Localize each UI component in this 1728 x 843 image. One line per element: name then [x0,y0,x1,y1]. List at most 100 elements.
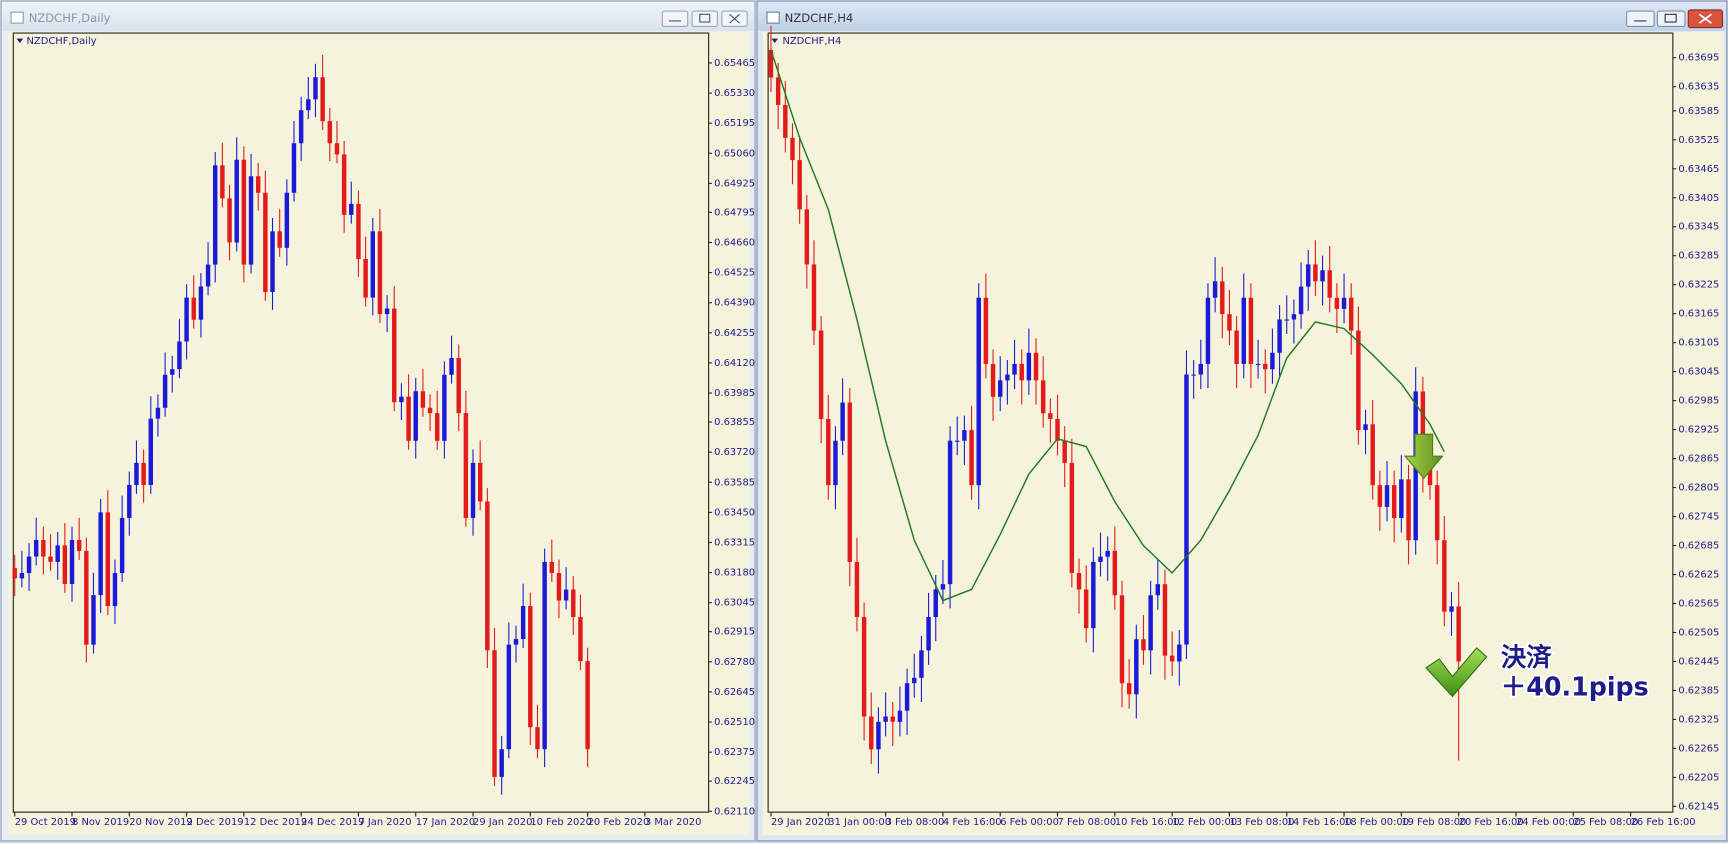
candle-body [198,286,204,320]
candle-body [847,402,853,562]
candle-body [76,540,82,551]
candle-body [1148,595,1153,651]
candle-body [1134,639,1139,695]
window-buttons[interactable] [661,10,748,27]
candle-body [270,231,275,293]
candle-body [1449,606,1454,612]
y-tick-label: 0.62205 [1678,772,1719,783]
y-tick-label: 0.62325 [1678,714,1719,725]
y-tick-label: 0.64925 [714,178,755,189]
candle-body [1255,363,1261,366]
candle-body [177,341,182,370]
x-tick-label: 8 Nov 2019 [72,817,129,828]
candle-body [578,616,583,662]
candle-body [1270,352,1275,370]
candle-body [141,462,146,485]
candle-body [1284,319,1289,321]
candle-body [492,650,497,777]
candle-body [775,77,781,106]
candle-body [284,192,290,248]
candle-body [1033,352,1039,381]
candle-body [12,568,17,579]
y-tick-label: 0.63405 [1678,193,1719,204]
x-tick-label: 18 Feb 00:00 [1344,817,1409,828]
candle-body [1391,485,1397,518]
candle-body [1377,485,1383,507]
y-tick-label: 0.62445 [1678,656,1719,667]
candle-body [349,203,354,215]
candle-body [542,561,547,750]
x-tick-label: 13 Feb 08:00 [1229,817,1294,828]
candle-body [1098,556,1103,562]
label-marker [771,38,779,43]
candle-body [1119,595,1125,684]
candle-body [449,358,454,375]
candle-body [1370,424,1375,486]
candle-body [1406,479,1411,541]
candle-body [955,440,960,442]
label-marker [16,38,24,43]
candle-body [184,297,189,342]
candle-body [1363,424,1368,431]
candle-body [1298,286,1304,315]
candle-body [370,231,375,298]
candle-body [528,606,533,728]
y-tick-label: 0.64660 [714,237,755,248]
x-tick-label: 3 Feb 08:00 [886,817,945,828]
window-buttons[interactable] [1626,9,1723,29]
candle-body [1220,281,1225,315]
candle-body [912,677,917,684]
x-tick-label: 25 Feb 08:00 [1573,817,1638,828]
chart-title: NZDCHF,Daily [27,36,97,47]
y-tick-label: 0.63635 [1678,82,1719,93]
candle-body [947,440,953,585]
candle-body [1155,584,1161,596]
x-tick-label: 7 Feb 08:00 [1058,817,1117,828]
candle-body [897,710,903,722]
candle-body [1062,440,1067,463]
candle-body [997,380,1003,397]
candle-body [990,363,996,397]
candle-body [790,137,795,161]
x-tick-label: 29 Jan 2020 [771,817,830,828]
candle-body [1048,413,1053,419]
candle-body [962,430,967,441]
candle-body [876,721,881,750]
candle-body [1191,374,1196,376]
candle-body [427,407,433,414]
plots: 0.62110 0.62245 0.62375 0.62510 0.62645 0.627… [12,25,1719,828]
y-tick-label: 0.62385 [1678,685,1719,696]
candle-body [513,639,519,645]
x-tick-label: 14 Feb 16:00 [1287,817,1352,828]
y-tick-label: 0.65060 [714,148,755,159]
candle-body [384,308,390,315]
candle-body [1026,352,1032,381]
title-bar [2,2,754,31]
candle-body [883,716,888,722]
candle-body [1384,485,1390,507]
candle-body [1306,264,1311,287]
x-tick-label: 29 Jan 2020 [473,817,532,828]
window-icon [766,11,780,24]
y-tick-label: 0.62375 [714,747,755,758]
candle-body [420,391,426,408]
candle-body [320,77,325,122]
candle-body [119,517,125,574]
candle-body [1105,550,1110,557]
candle-body [1076,573,1082,590]
y-tick-label: 0.62915 [714,627,755,638]
x-tick-label: 12 Feb 00:00 [1172,817,1237,828]
candle-body [1241,297,1246,364]
x-tick-label: 26 Feb 16:00 [1631,817,1696,828]
candle-body [1112,550,1118,596]
candle-body [62,545,68,584]
y-tick-label: 0.62745 [1678,512,1719,523]
candle-body [191,297,196,320]
y-tick-label: 0.63285 [1678,251,1719,262]
x-tick-label: 19 Feb 08:00 [1401,817,1466,828]
y-tick-label: 0.63225 [1678,280,1719,291]
y-tick-label: 0.62685 [1678,541,1719,552]
candle-body [1263,363,1268,370]
candle-body [520,606,526,640]
candle-body [1069,462,1075,574]
